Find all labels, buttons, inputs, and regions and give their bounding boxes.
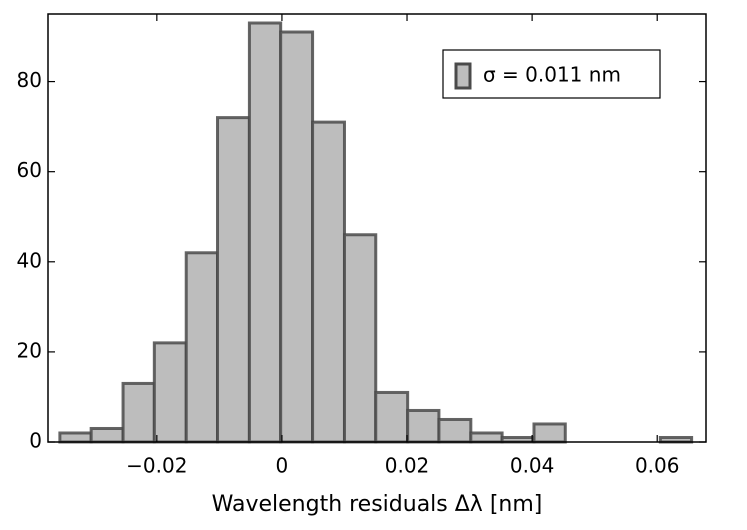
x-tick-label: 0.06	[635, 454, 680, 478]
bar	[58, 431, 93, 444]
bar	[279, 30, 315, 444]
bar	[89, 426, 125, 444]
x-tick-label: 0.04	[510, 454, 555, 478]
bar	[216, 116, 251, 444]
bar	[374, 390, 410, 444]
bar	[406, 408, 441, 444]
y-tick-label: 40	[17, 248, 42, 272]
bar	[437, 417, 473, 444]
y-tick-label: 20	[17, 338, 42, 362]
bar	[121, 381, 156, 444]
legend-box	[442, 49, 661, 99]
bar	[247, 21, 283, 444]
bar	[184, 251, 220, 444]
legend-label: σ = 0.011 nm	[483, 63, 621, 87]
plot-frame	[47, 13, 707, 443]
bar	[532, 422, 567, 444]
x-tick-label: 0	[276, 454, 289, 478]
bar	[152, 341, 188, 444]
bar	[469, 431, 504, 444]
bar	[311, 120, 346, 444]
y-tick-label: 60	[17, 158, 42, 182]
x-axis-label: Wavelength residuals Δλ [nm]	[212, 492, 543, 517]
x-tick-label: 0.02	[385, 454, 430, 478]
x-tick-label: −0.02	[126, 454, 187, 478]
bar	[342, 233, 378, 444]
y-tick-label: 80	[17, 68, 42, 92]
y-tick-label: 0	[29, 429, 42, 453]
legend-swatch	[454, 62, 472, 90]
